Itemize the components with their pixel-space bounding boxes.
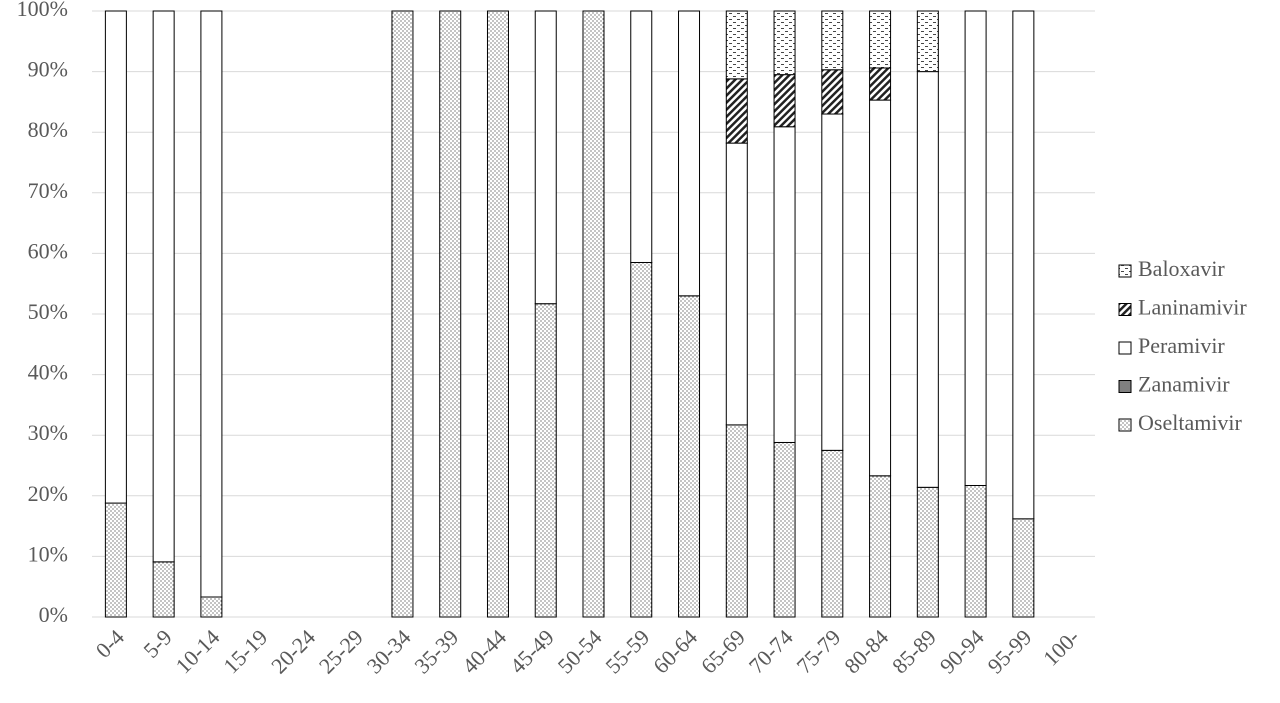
x-tick-label: 70-74 [744,624,798,678]
bar-segment [725,424,748,618]
x-tick-label: 80-84 [839,624,893,678]
y-tick-label: 60% [28,238,68,263]
bar-segment [152,561,175,618]
y-tick-label: 100% [17,0,68,21]
bar-segment [773,441,796,618]
x-tick-label: 10-14 [171,624,225,678]
bar-segment [773,74,796,128]
x-tick-label: 15-19 [218,624,272,678]
legend-label: Peramivir [1138,333,1225,358]
bar-segment [534,10,557,305]
bar-segment [773,10,796,76]
legend-swatch [1118,418,1132,432]
y-tick-label: 70% [28,178,68,203]
y-tick-label: 10% [28,541,68,566]
x-tick-label: 90-94 [935,624,989,678]
y-tick-label: 50% [28,299,68,324]
bar-segment [869,10,892,69]
legend-label: Zanamivir [1138,372,1230,397]
x-tick-label: 40-44 [457,624,511,678]
legend-label: Baloxavir [1138,256,1225,281]
bar-segment [630,10,653,263]
y-tick-label: 40% [28,360,68,385]
x-tick-label: 95-99 [982,624,1036,678]
bar-segment [200,596,223,618]
x-tick-label: 50-54 [553,624,607,678]
x-tick-label: 35-39 [409,624,463,678]
bar-segment [678,10,701,297]
bar-segment [821,449,844,618]
bar-segment [821,69,844,115]
x-tick-label: 60-64 [648,624,702,678]
x-tick-label: 0-4 [91,624,129,662]
bar-segment [534,303,557,618]
bar-segment [869,475,892,618]
x-tick-label: 100- [1038,624,1084,670]
legend-swatch [1118,264,1132,278]
bar-segment [104,502,127,618]
x-tick-label: 75-79 [791,624,845,678]
bar-segment [869,99,892,477]
x-tick-label: 65-69 [696,624,750,678]
x-tick-label: 55-59 [600,624,654,678]
x-tick-label: 85-89 [887,624,941,678]
bar-segment [630,261,653,618]
bar-segment [391,10,414,618]
bar-segment [582,10,605,618]
bar-segment [821,10,844,71]
bar-segment [916,486,939,618]
bar-segment [104,10,127,504]
bar-segment [486,10,509,618]
legend-swatch [1118,380,1132,393]
legend-swatch [1118,303,1132,316]
bar-segment [725,78,748,144]
bar-segment [773,126,796,443]
bar-segment [821,113,844,451]
bar-segment [152,10,175,563]
bar-segment [916,71,939,488]
x-tick-label: 20-24 [266,624,320,678]
bar-segment [1012,10,1035,520]
bar-segment [1012,518,1035,618]
bar-segment [916,10,939,73]
legend-label: Oseltamivir [1138,410,1243,435]
bar-segment [200,10,223,598]
y-tick-label: 30% [28,420,68,445]
y-tick-label: 80% [28,117,68,142]
legend-swatch [1118,341,1132,355]
bar-segment [725,142,748,426]
y-tick-label: 0% [39,602,68,627]
y-tick-label: 20% [28,481,68,506]
y-tick-label: 90% [28,57,68,82]
bar-segment [964,10,987,486]
x-tick-label: 45-49 [505,624,559,678]
bar-segment [869,67,892,101]
bar-segment [439,10,462,618]
x-tick-label: 25-29 [314,624,368,678]
bar-segment [725,10,748,80]
legend-label: Laninamivir [1138,295,1247,320]
bar-segment [964,484,987,618]
x-tick-label: 30-34 [362,624,416,678]
x-tick-label: 5-9 [138,624,176,662]
bar-segment [678,295,701,618]
